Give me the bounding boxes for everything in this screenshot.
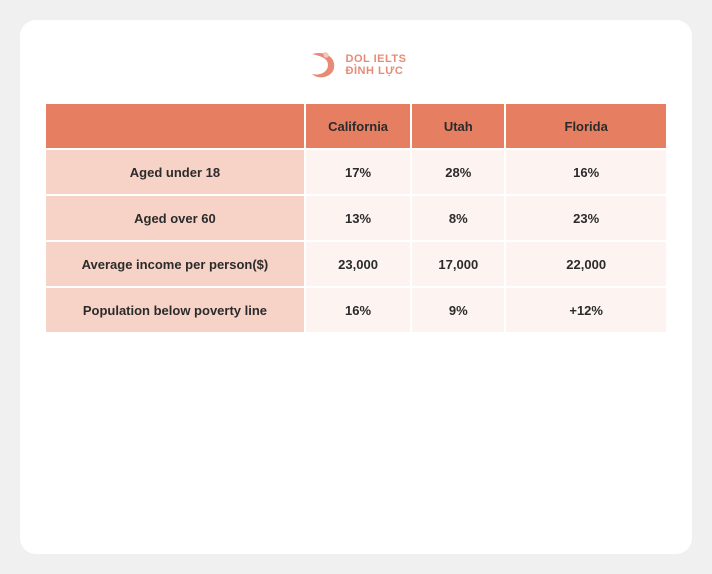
cell-value: 16%: [506, 150, 666, 194]
cell-value: 28%: [412, 150, 504, 194]
logo: DOL IELTS ĐÌNH LỰC: [44, 48, 668, 82]
logo-line2: ĐÌNH LỰC: [346, 65, 407, 77]
cell-value: +12%: [506, 288, 666, 332]
cell-value: 22,000: [506, 242, 666, 286]
row-label: Population below poverty line: [46, 288, 304, 332]
cell-value: 9%: [412, 288, 504, 332]
states-data-table: California Utah Florida Aged under 18 17…: [44, 102, 668, 334]
cell-value: 13%: [306, 196, 410, 240]
table-row: Average income per person($) 23,000 17,0…: [46, 242, 666, 286]
cell-value: 23%: [506, 196, 666, 240]
cell-value: 17%: [306, 150, 410, 194]
table-header-row: California Utah Florida: [46, 104, 666, 148]
row-label: Aged over 60: [46, 196, 304, 240]
table-row: Aged over 60 13% 8% 23%: [46, 196, 666, 240]
col-header-blank: [46, 104, 304, 148]
row-label: Aged under 18: [46, 150, 304, 194]
col-header-california: California: [306, 104, 410, 148]
table-row: Population below poverty line 16% 9% +12…: [46, 288, 666, 332]
logo-mark-icon: [306, 48, 340, 82]
logo-text: DOL IELTS ĐÌNH LỰC: [346, 53, 407, 77]
row-label: Average income per person($): [46, 242, 304, 286]
col-header-utah: Utah: [412, 104, 504, 148]
cell-value: 23,000: [306, 242, 410, 286]
cell-value: 17,000: [412, 242, 504, 286]
cell-value: 16%: [306, 288, 410, 332]
col-header-florida: Florida: [506, 104, 666, 148]
table-row: Aged under 18 17% 28% 16%: [46, 150, 666, 194]
cell-value: 8%: [412, 196, 504, 240]
logo-line1: DOL IELTS: [346, 53, 407, 65]
content-card: DOL IELTS ĐÌNH LỰC California Utah Flori…: [20, 20, 692, 554]
